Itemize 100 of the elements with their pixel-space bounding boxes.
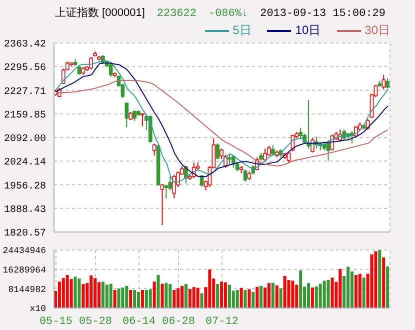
bar <box>224 282 227 308</box>
bar <box>97 282 100 308</box>
candlestick <box>172 174 176 199</box>
candlestick <box>263 148 267 162</box>
bar <box>172 290 176 308</box>
legend-label: 5日 <box>232 22 252 39</box>
bar <box>105 284 108 308</box>
candlestick <box>326 142 330 162</box>
candlestick <box>160 184 164 226</box>
bar <box>378 250 382 308</box>
bar <box>244 290 247 308</box>
legend-label: 10日 <box>294 22 321 39</box>
text: 2013-09-13 15:00:29 <box>260 8 386 20</box>
candlestick <box>216 142 220 160</box>
bar <box>330 278 334 308</box>
bar <box>291 280 294 308</box>
bar <box>275 285 278 308</box>
bar <box>78 278 81 308</box>
bar <box>137 292 140 308</box>
bar <box>228 284 231 308</box>
bar <box>184 284 188 308</box>
bar <box>374 251 378 308</box>
y-tick-label: 2159.85 <box>4 110 46 122</box>
bar <box>113 290 116 308</box>
bar <box>101 282 104 308</box>
bar <box>306 283 310 308</box>
bar <box>326 280 330 308</box>
x-tick-label: 06-28 <box>162 316 196 328</box>
y-tick-label: 1888.43 <box>4 204 46 216</box>
bar <box>279 288 282 308</box>
bar <box>220 282 224 308</box>
bar <box>216 284 220 308</box>
bar <box>283 276 286 308</box>
candlestick <box>306 99 310 150</box>
bar <box>70 279 73 308</box>
y-tick-label: 2092.00 <box>4 134 46 146</box>
y-tick-label: 2024.14 <box>4 158 46 169</box>
text: -086%↓ <box>208 8 248 20</box>
bar <box>267 283 270 308</box>
bar <box>144 290 148 308</box>
bar <box>354 275 358 308</box>
bar <box>370 254 374 308</box>
bar <box>121 288 124 308</box>
bar <box>252 292 255 308</box>
chart-title: 上证指数 [000001] <box>55 6 145 20</box>
y-tick-label: 2363.42 <box>4 40 46 51</box>
candlestick <box>132 110 136 122</box>
bar <box>140 290 144 308</box>
candlestick <box>382 74 386 90</box>
bar <box>382 257 386 308</box>
bar <box>176 288 180 308</box>
bar <box>271 282 274 308</box>
bar <box>310 288 314 308</box>
bar <box>109 284 112 308</box>
bar <box>90 275 93 308</box>
y-tick-label: 16289964 <box>2 266 46 276</box>
x-tick-label: 06-14 <box>122 316 156 328</box>
y-tick-label: x10 <box>30 304 46 314</box>
bar <box>248 289 251 308</box>
bar <box>164 282 168 308</box>
candlestick <box>89 56 93 70</box>
text: 223622 <box>156 8 196 20</box>
y-tick-label: 1820.57 <box>4 228 46 240</box>
bar <box>133 290 136 308</box>
x-tick-label: 05-15 <box>39 316 72 328</box>
bar <box>160 284 164 308</box>
bar <box>125 286 128 308</box>
bar <box>358 274 362 308</box>
y-tick-label: 24434946 <box>2 246 46 256</box>
x-tick-label: 05-28 <box>79 316 112 328</box>
bar <box>240 288 243 308</box>
bar <box>362 278 366 308</box>
bar <box>287 280 290 308</box>
bar <box>256 286 259 308</box>
bar <box>74 276 77 308</box>
bar <box>299 270 302 308</box>
bar <box>168 284 172 308</box>
bar <box>117 288 120 308</box>
bar <box>295 284 298 308</box>
bar <box>338 268 342 308</box>
bar <box>318 284 322 308</box>
candlestick <box>386 78 390 89</box>
bar <box>346 266 350 308</box>
bar <box>260 286 263 308</box>
bar <box>58 282 61 308</box>
legend-label: 30日 <box>364 22 390 39</box>
candlestick <box>164 184 168 199</box>
bar <box>180 286 184 308</box>
candlestick <box>228 154 232 165</box>
bar <box>152 282 156 308</box>
bar <box>208 270 212 308</box>
candlestick <box>298 127 302 139</box>
candlestick <box>231 155 236 168</box>
candlestick <box>342 128 346 140</box>
y-tick-label: 2295.56 <box>4 63 46 74</box>
bar <box>148 289 152 308</box>
bar <box>156 275 160 308</box>
bar <box>322 280 326 308</box>
candlestick <box>152 143 156 156</box>
bar <box>314 286 318 308</box>
